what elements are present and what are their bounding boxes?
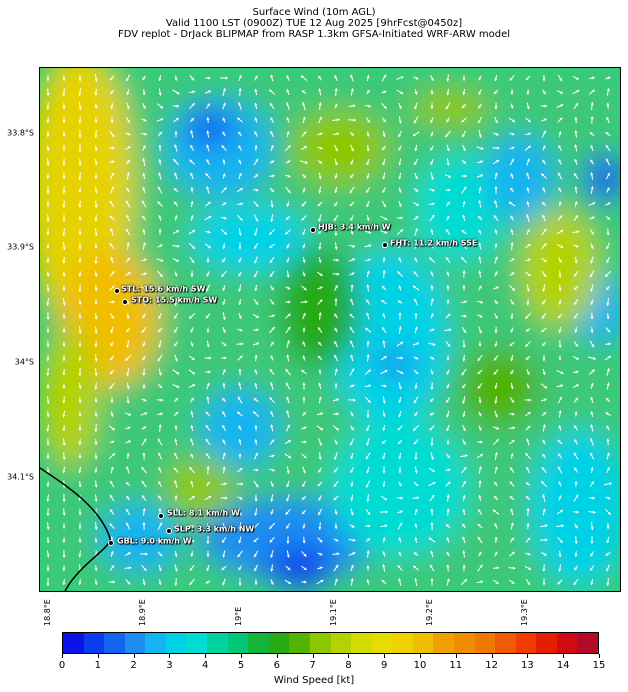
colorbar-tick-label: 14 <box>556 660 570 671</box>
colorbar-tick-mark <box>348 654 350 658</box>
colorbar-segment <box>63 633 84 653</box>
station-label-gbl: GBL: 9.0 km/h W <box>117 536 192 546</box>
title-line-1: Surface Wind (10m AGL) <box>252 7 376 18</box>
colorbar-segment <box>556 633 578 653</box>
colorbar-tick-mark <box>491 654 493 658</box>
colorbar-segment <box>104 633 125 653</box>
colorbar-segment <box>351 633 372 653</box>
title-line-3: FDV replot - DrJack BLIPMAP from RASP 1.… <box>117 29 511 40</box>
colorbar-tick-mark <box>169 654 171 658</box>
colorbar-tick-label: 2 <box>130 660 137 671</box>
colorbar-tick-label: 13 <box>521 660 534 671</box>
colorbar-segment <box>433 633 454 653</box>
title-line-2: Valid 1100 LST (0900Z) TUE 12 Aug 2025 [… <box>165 18 463 29</box>
colorbar-tick-label: 4 <box>202 660 209 671</box>
colorbar-segment <box>248 633 269 653</box>
wind-map[interactable] <box>39 67 621 592</box>
colorbar-segment <box>186 633 208 653</box>
colorbar-segment <box>536 633 557 653</box>
colorbar-segment <box>207 633 228 653</box>
station-label-fht: FHT: 11.2 km/h SSE <box>390 238 478 248</box>
colorbar-tick-label: 7 <box>309 660 316 671</box>
station-label-sto: STO: 15.5 km/h SW <box>131 295 218 305</box>
colorbar-tick-label: 5 <box>237 660 245 671</box>
colorbar-segment <box>412 633 434 653</box>
colorbar-segment <box>577 633 599 653</box>
colorbar-tick-label: 15 <box>592 660 606 671</box>
station-label-stl: STL: 15.6 km/h SW <box>121 284 206 294</box>
lat-label-33-8: 33.8°S <box>7 128 34 138</box>
colorbar-tick-label: 8 <box>345 660 352 671</box>
colorbar-tick-label: 1 <box>94 660 101 671</box>
colorbar-segment <box>124 633 146 653</box>
station-marker-hjb[interactable] <box>310 227 316 233</box>
colorbar-tick-label: 3 <box>166 660 173 671</box>
colorbar-segment <box>371 633 393 653</box>
colorbar-segment <box>227 633 249 653</box>
colorbar-tick-mark <box>276 654 278 658</box>
colorbar <box>62 632 599 654</box>
coastline <box>40 467 111 591</box>
colorbar-segment <box>309 633 331 653</box>
colorbar-tick-mark <box>563 654 565 658</box>
colorbar-tick-mark <box>241 654 242 658</box>
colorbar-segment <box>268 633 290 653</box>
colorbar-label: Wind Speed [kt] <box>273 675 355 686</box>
colorbar-tick-mark <box>62 654 63 658</box>
lon-label-19-3: 19.3°E <box>520 599 529 626</box>
lat-label-33-9: 33.9°S <box>7 242 34 252</box>
colorbar-segment <box>474 633 496 653</box>
colorbar-tick-mark <box>599 654 600 658</box>
colorbar-segment <box>145 633 166 653</box>
lon-label-19-2: 19.2°E <box>425 599 434 626</box>
station-marker-fht[interactable] <box>382 242 388 248</box>
colorbar-tick-label: 6 <box>273 660 280 671</box>
station-label-hjb: HJB: 3.4 km/h W <box>318 222 391 232</box>
colorbar-tick-label: 12 <box>485 660 498 671</box>
colorbar-segment <box>392 633 413 653</box>
lat-label-34-1: 34.1°S <box>7 472 34 482</box>
colorbar-tick-label: 0 <box>58 660 66 671</box>
station-marker-stl[interactable] <box>114 288 120 294</box>
lon-label-18-9: 18.9°E <box>138 599 147 626</box>
colorbar-tick-mark <box>97 654 99 658</box>
station-label-sll: SLL: 8.1 km/h W <box>167 508 240 518</box>
colorbar-tick-label: 10 <box>413 660 427 671</box>
colorbar-tick-label: 11 <box>449 660 463 671</box>
lon-label-19-0: 19°E <box>234 606 243 626</box>
colorbar-segment <box>515 633 537 653</box>
wind-field <box>40 68 620 591</box>
colorbar-segment <box>83 633 105 653</box>
colorbar-segment <box>165 633 187 653</box>
colorbar-tick-mark <box>455 654 457 658</box>
colorbar-segment <box>330 633 352 653</box>
lon-label-18-8: 18.8°E <box>43 599 52 626</box>
colorbar-tick-mark <box>384 654 386 658</box>
station-marker-slp[interactable] <box>166 528 172 534</box>
colorbar-tick-mark <box>420 654 421 658</box>
station-marker-sto[interactable] <box>122 299 128 305</box>
lon-label-19-1: 19.1°E <box>329 599 338 626</box>
colorbar-tick-mark <box>527 654 529 658</box>
station-marker-gbl[interactable] <box>108 540 114 546</box>
colorbar-segment <box>495 633 516 653</box>
colorbar-tick-mark <box>312 654 314 658</box>
lat-label-34-0: 34°S <box>14 357 34 367</box>
station-marker-sll[interactable] <box>158 513 164 519</box>
station-label-slp: SLP: 3.3 km/h NW <box>174 524 255 534</box>
colorbar-tick-label: 9 <box>381 660 388 671</box>
colorbar-tick-mark <box>133 654 135 658</box>
colorbar-tick-mark <box>205 654 207 658</box>
colorbar-segment <box>453 633 475 653</box>
colorbar-segment <box>289 633 310 653</box>
